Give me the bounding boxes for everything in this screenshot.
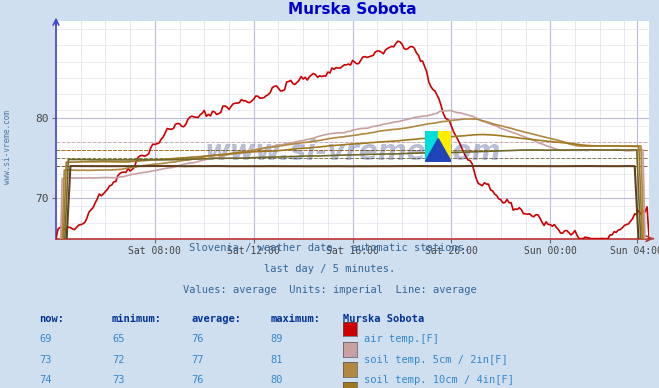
Text: 80: 80: [270, 375, 283, 385]
Text: 73: 73: [40, 355, 52, 365]
Polygon shape: [425, 131, 438, 162]
Text: 89: 89: [270, 334, 283, 345]
Text: soil temp. 10cm / 4in[F]: soil temp. 10cm / 4in[F]: [364, 375, 514, 385]
Text: air temp.[F]: air temp.[F]: [364, 334, 439, 345]
Text: 76: 76: [191, 375, 204, 385]
Text: maximum:: maximum:: [270, 314, 320, 324]
Text: 65: 65: [112, 334, 125, 345]
Text: www.si-vreme.com: www.si-vreme.com: [204, 138, 501, 166]
Text: 81: 81: [270, 355, 283, 365]
Text: 69: 69: [40, 334, 52, 345]
Text: 73: 73: [112, 375, 125, 385]
Text: 76: 76: [191, 334, 204, 345]
Title: Murska Sobota: Murska Sobota: [288, 2, 417, 17]
Text: average:: average:: [191, 314, 241, 324]
Text: 72: 72: [112, 355, 125, 365]
Text: soil temp. 5cm / 2in[F]: soil temp. 5cm / 2in[F]: [364, 355, 507, 365]
Text: www.si-vreme.com: www.si-vreme.com: [3, 111, 13, 184]
Text: last day / 5 minutes.: last day / 5 minutes.: [264, 264, 395, 274]
Text: Murska Sobota: Murska Sobota: [343, 314, 424, 324]
Text: 77: 77: [191, 355, 204, 365]
Text: Values: average  Units: imperial  Line: average: Values: average Units: imperial Line: av…: [183, 285, 476, 295]
Polygon shape: [425, 139, 451, 162]
Text: 74: 74: [40, 375, 52, 385]
Text: minimum:: minimum:: [112, 314, 162, 324]
Text: Slovenia / weather data - automatic stations.: Slovenia / weather data - automatic stat…: [189, 242, 470, 253]
Text: now:: now:: [40, 314, 65, 324]
Polygon shape: [438, 131, 451, 162]
